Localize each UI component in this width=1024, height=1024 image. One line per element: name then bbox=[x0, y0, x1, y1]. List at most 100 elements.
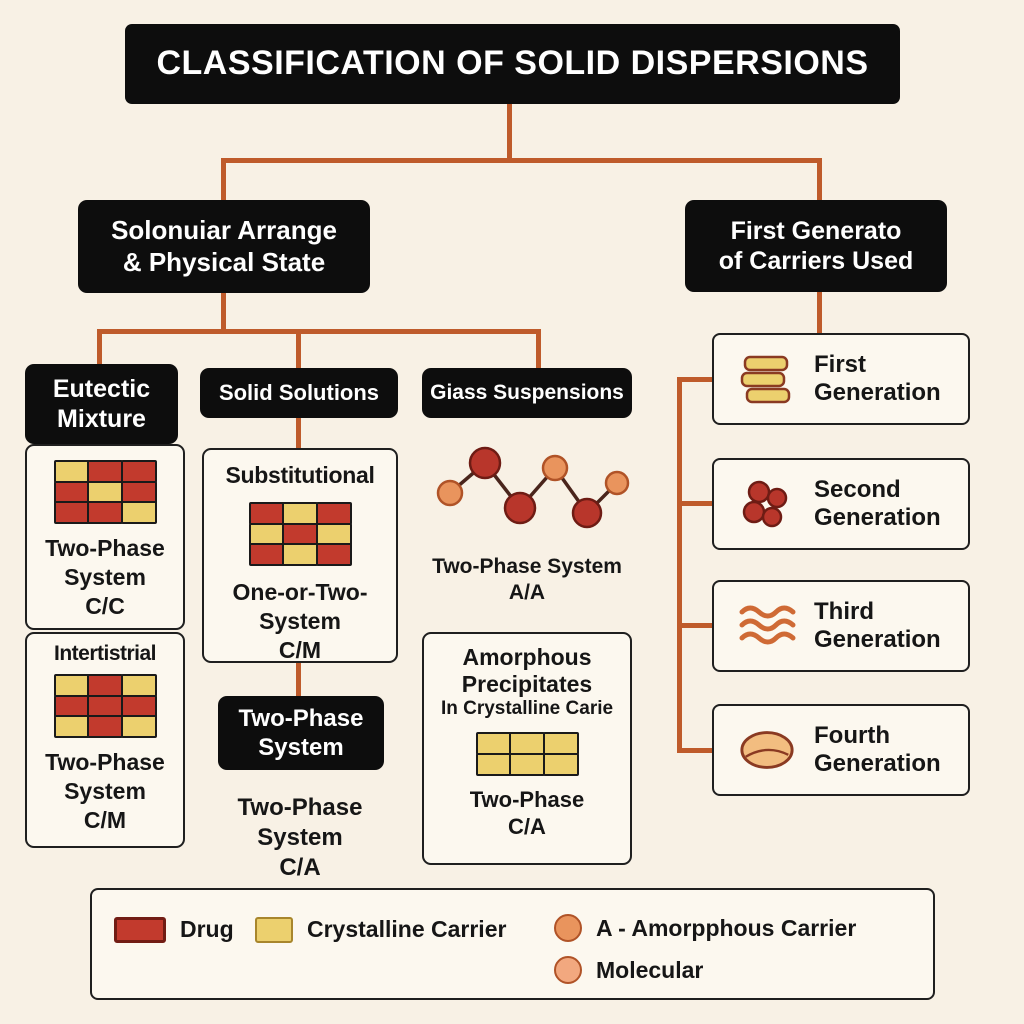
eutectic-phase-caption: Two-Phase System C/C bbox=[45, 534, 165, 620]
solid-solutions-header-text: Solid Solutions bbox=[218, 379, 380, 405]
caption-line: C/M bbox=[278, 636, 322, 663]
caption-line: Two-Phase bbox=[469, 786, 585, 812]
carrier-cell bbox=[53, 715, 90, 738]
carrier-cell bbox=[120, 501, 157, 524]
drug-cell bbox=[53, 501, 90, 524]
eutectic-header-line2: Mixture bbox=[57, 405, 146, 433]
interstitial-title: Intertistrial bbox=[53, 642, 157, 665]
substitutional-box: Substitutional One-or-Two- System C/M bbox=[202, 448, 398, 663]
connector bbox=[817, 158, 822, 202]
two-phase-box-line2: System bbox=[258, 734, 344, 761]
drug-particle-cluster-icon bbox=[738, 475, 796, 533]
two-phase-system-box: Two-Phase System bbox=[218, 696, 384, 770]
gen-label-line: Generation bbox=[814, 379, 941, 406]
substitutional-caption: One-or-Two- System C/M bbox=[233, 578, 368, 664]
caption-line: Two-Phase bbox=[45, 749, 165, 775]
branch-generation-of-carriers: First Generato of Carriers Used bbox=[685, 200, 947, 292]
connector bbox=[677, 377, 682, 753]
caption-line: System bbox=[64, 563, 146, 590]
second-generation-box: Second Generation bbox=[712, 458, 970, 550]
branch-left-line1: Solonuiar Arrange bbox=[111, 214, 337, 245]
caption-line: System bbox=[64, 777, 146, 804]
third-generation-box: Third Generation bbox=[712, 580, 970, 672]
carrier-cell bbox=[120, 715, 157, 738]
fourth-generation-label: Fourth Generation bbox=[814, 722, 941, 779]
connector bbox=[221, 158, 822, 163]
interstitial-caption: Two-Phase System C/M bbox=[45, 748, 165, 834]
caption-line: System bbox=[257, 824, 343, 851]
fourth-generation-box: Fourth Generation bbox=[712, 704, 970, 796]
caption-line: System bbox=[259, 607, 341, 634]
connector bbox=[296, 416, 301, 450]
legend-drug-label: Drug bbox=[180, 916, 234, 942]
branch-molecular-arrangement: Solonuiar Arrange & Physical State bbox=[78, 200, 370, 293]
gen-label-line: Generation bbox=[814, 626, 941, 653]
caption-line: C/A bbox=[279, 854, 321, 881]
connector bbox=[677, 748, 714, 753]
amorphous-carrier-swatch bbox=[554, 914, 582, 942]
legend-molecular-label: Molecular bbox=[596, 956, 704, 983]
interstitial-grid-icon bbox=[53, 674, 157, 738]
gen-label-line: Fourth bbox=[814, 721, 890, 749]
amorphous-title-line1: Amorphous bbox=[462, 644, 592, 670]
molecular-network-icon bbox=[436, 446, 630, 529]
connector bbox=[221, 158, 226, 202]
caption-line: A/A bbox=[508, 581, 546, 605]
stacked-carrier-tablets-icon bbox=[738, 350, 796, 408]
drug-cell bbox=[87, 501, 123, 524]
diagram-title: CLASSIFICATION OF SOLID DISPERSIONS bbox=[125, 24, 900, 104]
connector bbox=[536, 329, 541, 370]
two-phase-box-line1: Two-Phase bbox=[238, 704, 364, 732]
connector bbox=[97, 329, 541, 334]
drug-cell bbox=[315, 543, 352, 566]
glass-phase-caption: Two-Phase System A/A bbox=[417, 554, 637, 607]
caption-line: Two-Phase bbox=[237, 794, 363, 821]
drug-swatch bbox=[114, 916, 166, 943]
gen-label-line: Third bbox=[814, 597, 874, 625]
first-generation-label: First Generation bbox=[814, 351, 941, 408]
crystalline-carrier-swatch bbox=[255, 916, 293, 943]
gen-label-line: Generation bbox=[814, 750, 941, 777]
second-generation-label: Second Generation bbox=[814, 476, 941, 533]
substitutional-title: Substitutional bbox=[225, 462, 375, 488]
amorphous-title-line3: In Crystalline Carie bbox=[440, 698, 614, 719]
branch-right-line1: First Generato bbox=[730, 216, 902, 245]
amorphous-title-line2: Precipitates bbox=[461, 671, 593, 697]
legend-box: Drug Crystalline Carrier A - Amorpphous … bbox=[90, 888, 935, 1000]
solid-solutions-header: Solid Solutions bbox=[200, 368, 398, 418]
third-generation-label: Third Generation bbox=[814, 598, 941, 655]
carrier-cell bbox=[509, 752, 545, 776]
connector bbox=[296, 329, 301, 370]
legend-item-molecular: Molecular bbox=[554, 956, 703, 984]
molecular-swatch bbox=[554, 956, 582, 984]
connector bbox=[817, 290, 822, 335]
eutectic-grid-icon bbox=[53, 460, 157, 524]
first-generation-box: First Generation bbox=[712, 333, 970, 425]
branch-left-line2: & Physical State bbox=[122, 246, 326, 277]
drug-cell bbox=[87, 715, 123, 738]
amorphous-grid-icon bbox=[475, 732, 579, 776]
connector bbox=[97, 329, 102, 366]
glass-suspensions-header: Giass Suspensions bbox=[422, 368, 632, 418]
legend-item-crystalline: Crystalline Carrier bbox=[255, 916, 506, 943]
legend-amorphous-label: A - Amorpphous Carrier bbox=[596, 914, 857, 941]
gen-label-line: First bbox=[814, 350, 867, 378]
amorphous-caption: Two-Phase C/A bbox=[470, 786, 585, 841]
amorphous-precipitates-box: Amorphous Precipitates In Crystalline Ca… bbox=[422, 632, 632, 865]
branch-right-line2: of Carriers Used bbox=[718, 247, 914, 275]
eutectic-phase-box: Two-Phase System C/C bbox=[25, 444, 185, 630]
legend-crystalline-label: Crystalline Carrier bbox=[307, 916, 507, 942]
carrier-cell bbox=[475, 752, 512, 776]
connector bbox=[677, 623, 714, 628]
legend-item-amorphous: A - Amorpphous Carrier bbox=[554, 914, 856, 942]
caption-line: One-or-Two- bbox=[232, 579, 368, 605]
caption-line: C/A bbox=[508, 814, 546, 839]
connector bbox=[296, 661, 301, 698]
polymer-waves-icon bbox=[738, 597, 796, 655]
caption-line: C/M bbox=[83, 806, 127, 833]
legend-item-drug: Drug bbox=[114, 916, 234, 943]
eutectic-mixture-header: Eutectic Mixture bbox=[25, 364, 178, 444]
diagram-title-text: CLASSIFICATION OF SOLID DISPERSIONS bbox=[156, 44, 869, 83]
carrier-cell bbox=[282, 543, 318, 566]
